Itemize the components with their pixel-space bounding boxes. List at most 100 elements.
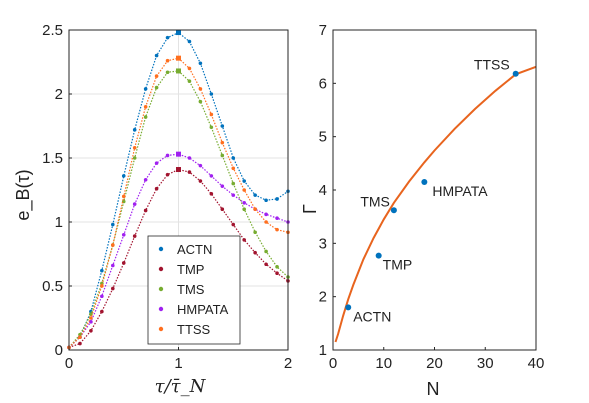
left-chart: 0 1 2 0 0.5 1 1.5 2 2.5 ACTN TMP TMS HMPATA TTSS e_B… [13,22,292,397]
series-line-tmp [68,168,289,348]
series-point [187,66,192,71]
series-point [165,58,170,63]
legend-item-tmp: TMP [158,262,204,277]
right-plot-area [333,30,536,350]
series-point [242,238,246,242]
right-y-tick-label: 1 [319,342,327,359]
left-y-axis-label: e_B(τ) [13,169,34,220]
series-point [198,87,203,91]
series-point [220,184,225,188]
series-point [143,177,148,182]
right-x-tick-label: 40 [528,355,545,372]
series-point [275,271,279,276]
left-y-tick-label: 2.5 [42,22,63,39]
right-x-tick-label: 0 [329,355,337,372]
left-x-tick-label: 0 [65,355,73,372]
series-peak-marker [176,55,181,61]
series-point [132,145,137,150]
legend-label: TMP [177,262,204,277]
series-point [154,85,159,90]
right-x-tick-label: 20 [426,355,443,372]
series-point [198,61,203,66]
left-y-tick-label: 1.5 [42,150,63,167]
series-point [121,174,126,178]
series-point [198,163,203,168]
right-y-tick-label: 4 [319,182,327,199]
series-point [209,192,214,196]
point-hmpata [421,179,428,185]
right-y-axis-label: Γ [300,204,320,214]
left-series-group [67,30,290,350]
right-y-tick-label: 6 [319,75,327,92]
point-label-tms: TMS [360,193,390,209]
series-point [220,124,225,128]
series-point [231,193,236,197]
series-point [209,125,214,130]
left-x-tick-label: 2 [284,355,292,372]
series-point [187,156,192,160]
series-point [264,198,268,203]
series-point [143,87,148,91]
point-label-tmp: TMP [383,257,413,273]
series-point [231,181,236,186]
legend-marker [158,266,164,272]
legend-label: HMPATA [177,302,229,317]
left-ticks: 0 1 2 0 0.5 1 1.5 2 2.5 [42,22,292,372]
series-point [264,212,268,217]
series-point [154,186,159,191]
series-point [100,309,104,314]
series-point [275,197,279,201]
series-peak-marker [176,151,181,157]
series-point [253,207,257,211]
series-point [154,53,159,58]
legend-label: TTSS [177,322,211,337]
series-point [165,35,170,40]
right-y-tick-label: 2 [319,289,327,306]
series-point [165,172,170,177]
legend: ACTN TMP TMS HMPATA TTSS [147,235,241,345]
series-point [220,140,225,145]
series-point [132,202,137,206]
series-point [275,216,279,220]
series-point [253,250,257,255]
point-ttss [512,70,519,77]
series-peak-marker [176,68,181,74]
left-x-axis-label: τ/τ̄_N [155,376,207,397]
series-point [89,309,93,314]
series-point [111,243,115,247]
right-x-tick-label: 30 [477,355,494,372]
legend-marker [158,286,164,292]
series-point [231,166,236,171]
series-point [154,161,159,165]
series-point [231,222,236,227]
legend-label: TMS [177,282,205,297]
series-point [89,329,93,333]
series-point [253,193,257,197]
series-point [143,115,148,119]
legend-item-tms: TMS [158,282,205,297]
series-point [242,207,246,211]
series-peak-marker [176,167,181,173]
series-point [143,105,148,109]
series-point [198,99,203,104]
legend-item-hmpata: HMPATA [158,302,229,317]
series-point [165,153,170,158]
series-point [242,179,246,183]
series-point [220,207,225,211]
left-y-tick-label: 1 [55,214,63,231]
series-point [132,156,137,160]
series-point [143,208,148,213]
series-point [100,268,104,273]
series-point [209,92,214,96]
left-y-tick-label: 0 [55,342,63,359]
legend-marker [158,246,164,252]
legend-box [147,235,241,345]
series-point [187,170,192,174]
right-x-axis-label: N [427,379,440,399]
left-x-tick-label: 1 [174,355,182,372]
series-point [264,262,268,267]
series-point [264,249,268,254]
series-point [154,74,159,78]
series-point [111,222,115,227]
legend-marker [158,306,164,312]
